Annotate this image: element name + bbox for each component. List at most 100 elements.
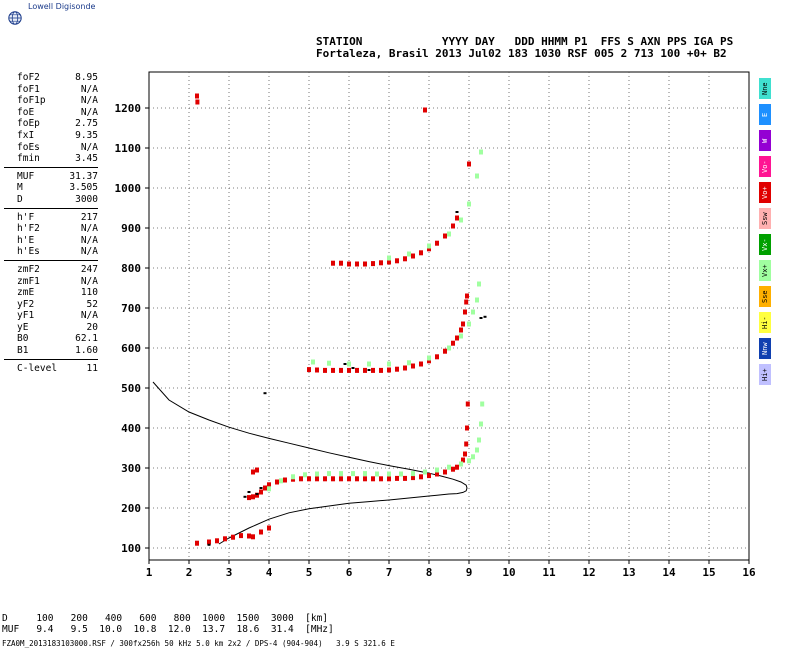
station-header: STATION YYYY DAY DDD HHMM P1 FFS S AXN P… [316,36,733,60]
echo-point [387,476,391,482]
legend-swatch: Vx- [759,234,771,255]
y-tick-label: 300 [121,462,141,475]
echo-point [435,467,439,473]
globe-icon [8,11,22,25]
param-name: fmin [17,153,40,165]
x-tick-label: 14 [662,566,676,579]
echo-point [471,309,475,315]
echo-point [479,149,483,155]
param-value: 217 [80,211,98,223]
x-tick-label: 6 [346,566,353,579]
echo-point [455,464,459,470]
echo-point [467,161,471,167]
param-value: 1.60 [75,345,98,357]
param-value: 3.45 [75,153,98,165]
echo-point [387,259,391,265]
param-name: yF1 [17,310,35,322]
echo-point [303,472,307,478]
echo-point [263,392,267,395]
echo-point [267,525,271,531]
param-separator [4,259,98,261]
echo-point [291,474,295,480]
echo-point [315,471,319,477]
echo-point [395,258,399,264]
param-name: foF2 [17,72,40,83]
param-name: D [17,193,23,205]
echo-point [451,223,455,229]
legend-swatch: W [759,130,771,151]
echo-point [465,425,469,431]
density-profile-line [152,381,468,545]
echo-point [435,240,439,246]
echo-point [477,437,481,443]
echo-point [443,233,447,239]
param-name: foEp [17,118,40,130]
legend-swatch: E [759,104,771,125]
echo-point [459,327,463,333]
echo-point [387,255,391,261]
param-row: foEp 2.75 [2,118,98,130]
echo-point [459,333,463,339]
echo-point [215,538,219,544]
echo-point [251,534,255,540]
legend-swatch: Nnw [759,338,771,359]
echo-point [411,253,415,259]
param-name: foE [17,106,35,118]
x-tick-label: 5 [306,566,313,579]
param-value: 247 [80,263,98,275]
echo-point [307,367,311,373]
echo-point [465,401,470,407]
echo-point [207,543,211,546]
echo-point [367,369,371,371]
y-tick-label: 600 [121,342,141,355]
y-tick-label: 100 [121,542,141,555]
legend-swatch: Vo+ [759,182,771,203]
echo-point [423,107,427,113]
param-value: N/A [80,106,98,118]
echo-point [331,367,335,373]
echo-point [299,476,303,482]
echo-point [463,309,467,315]
param-separator [4,166,98,168]
legend-label: Vx- [761,238,769,251]
param-name: zmF1 [17,275,40,287]
echo-point [411,471,415,477]
param-row: foF1 N/A [2,84,98,96]
echo-point [477,281,481,287]
x-tick-label: 8 [426,566,433,579]
param-value: 20 [86,321,98,333]
echo-point [427,355,431,361]
param-value: N/A [80,234,98,246]
echo-point [347,261,351,267]
echo-point [403,256,407,262]
echo-point [387,471,391,477]
param-value: N/A [80,83,98,95]
echo-point [339,367,343,373]
echo-point [207,539,211,545]
distance-row: D 100 200 400 600 800 1000 1500 3000 [km… [2,613,329,624]
param-row: yF2 52 [2,299,98,311]
echo-point [363,476,367,482]
param-name: B0 [17,333,29,345]
echo-point [463,451,467,457]
legend-swatch: Ssw [759,208,771,229]
echo-point [247,533,251,539]
echo-point [311,359,315,365]
plot-frame [148,71,750,561]
echo-point [323,367,327,373]
logo: Lowell Digisonde [6,2,136,25]
echo-point [395,475,399,481]
echo-point [443,348,447,354]
echo-point [263,485,267,491]
echo-point [455,335,459,341]
x-tick-label: 11 [542,566,556,579]
param-row: fxI 9.35 [2,130,98,142]
param-value: N/A [80,275,98,287]
echo-point [307,476,311,482]
echo-point [315,476,319,482]
param-row: B1 1.60 [2,345,98,357]
echo-point [251,494,255,500]
echo-point [251,469,255,475]
echo-point [351,471,355,477]
param-value: 110 [80,287,98,299]
